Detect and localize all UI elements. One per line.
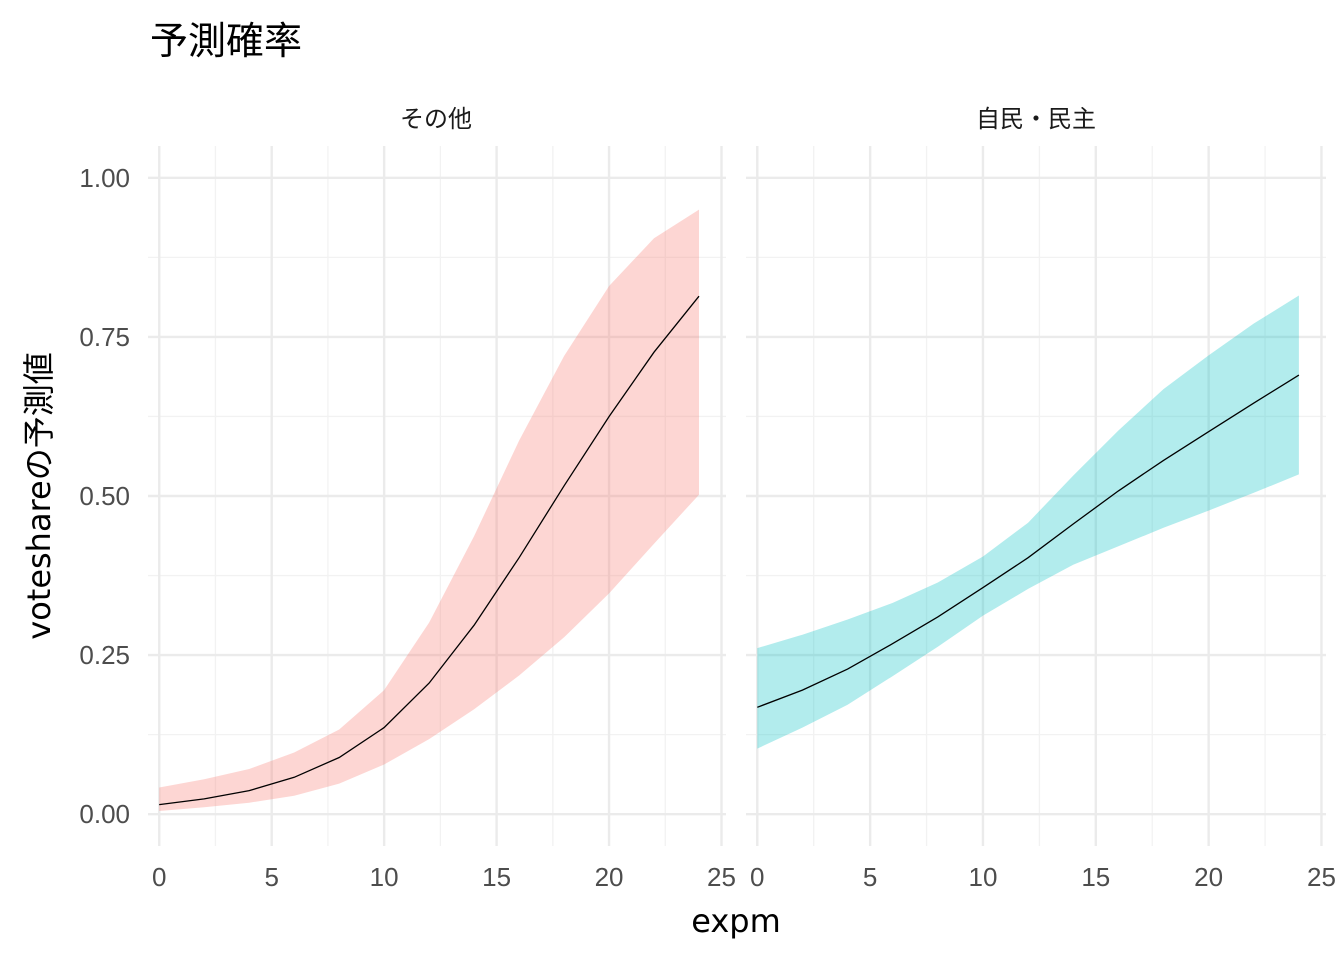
strip-label-other: その他 [400,105,472,133]
x-tick-label: 10 [370,862,399,892]
y-tick-label: 0.50 [79,481,130,511]
strip-label-ldp-dpj: 自民・民主 [976,105,1096,133]
prediction-line [757,374,1300,708]
x-tick-label: 5 [863,862,877,892]
x-tick-label: 20 [1194,862,1223,892]
x-tick-label: 25 [1307,862,1336,892]
x-tick-label: 0 [152,862,166,892]
y-tick-label: 1.00 [79,163,130,193]
y-axis-title: voteshareの予測値 [20,352,58,639]
panel-ldp-dpj: 自民・民主 0 5 10 15 20 25 [746,105,1336,892]
y-tick-label: 0.25 [79,640,130,670]
x-tick-label: 0 [750,862,764,892]
x-axis-title: expm [691,902,781,940]
y-tick-label: 0.00 [79,799,130,829]
x-tick-label: 25 [707,862,736,892]
confidence-ribbon [757,295,1299,749]
confidence-ribbon [159,209,699,812]
chart-title: 予測確率 [150,19,302,63]
y-tick-label: 0.75 [79,322,130,352]
x-tick-label: 20 [595,862,624,892]
x-tick-label: 15 [482,862,511,892]
x-tick-label: 15 [1081,862,1110,892]
x-tick-label: 10 [969,862,998,892]
y-axis-ticks: 0.00 0.25 0.50 0.75 1.00 [79,163,130,829]
panel-other: その他 0 5 10 15 20 25 [148,105,736,892]
x-tick-label: 5 [264,862,278,892]
prediction-line [159,295,700,806]
